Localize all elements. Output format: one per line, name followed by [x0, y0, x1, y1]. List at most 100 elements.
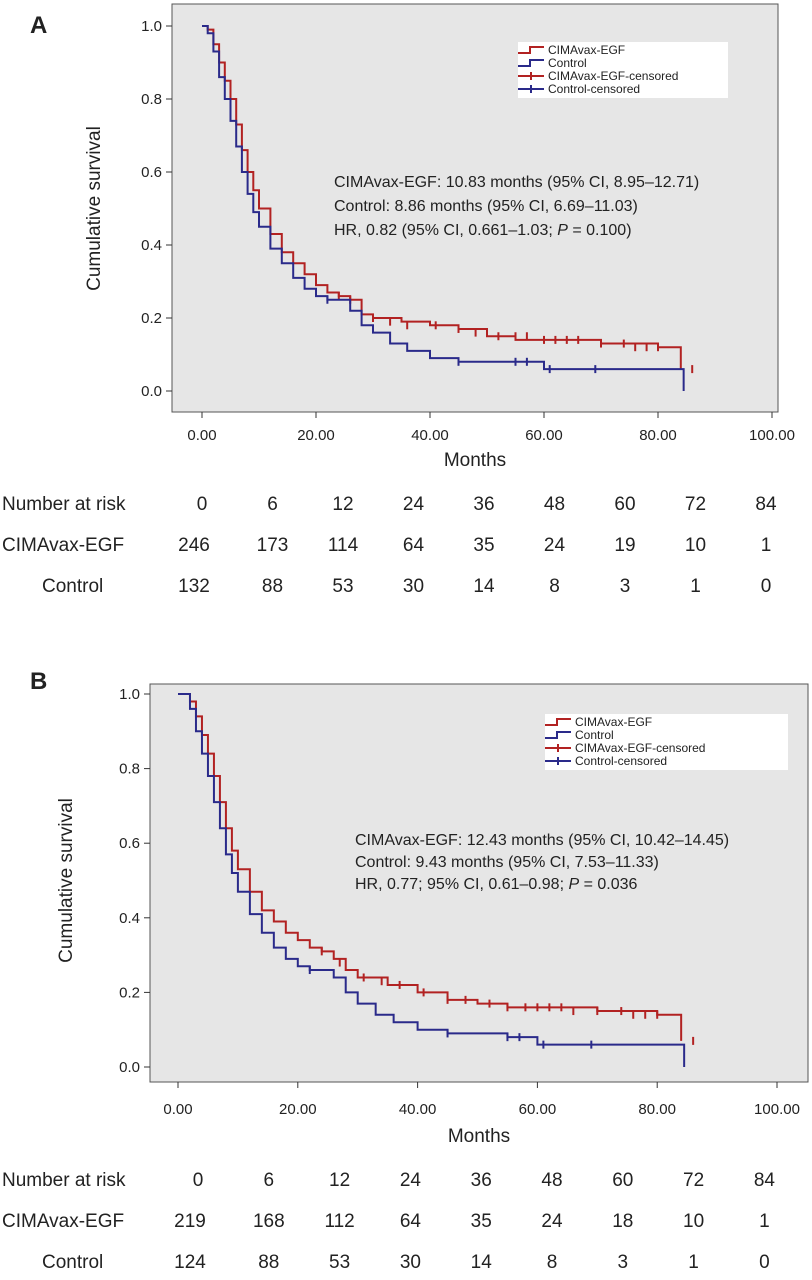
x-tick-label: 20.00	[297, 427, 335, 444]
y-tick-label: 0.6	[141, 164, 162, 181]
risk-value: 88	[262, 576, 283, 597]
risk-value: 14	[471, 1252, 493, 1273]
series-line-control	[202, 25, 685, 391]
x-axis-label: Months	[448, 1126, 510, 1147]
risk-time: 72	[683, 1170, 704, 1191]
y-tick-label: 0.8	[141, 91, 162, 108]
x-tick-label: 40.00	[399, 1101, 437, 1118]
risk-value: 10	[683, 1211, 704, 1232]
legend-entry: CIMAvax-EGF-censored	[575, 741, 705, 755]
risk-time: 48	[544, 494, 565, 515]
stats-annotation: Control: 9.43 months (95% CI, 7.53–11.33…	[355, 854, 659, 871]
legend-entry: Control-censored	[575, 754, 667, 768]
risk-value: 88	[258, 1252, 279, 1273]
risk-time: 12	[332, 494, 353, 515]
x-axis-label: Months	[444, 450, 506, 471]
y-tick-label: 0.8	[119, 761, 140, 778]
risk-value: 35	[471, 1211, 492, 1232]
x-tick-label: 60.00	[519, 1101, 557, 1118]
x-tick-label: 80.00	[639, 427, 677, 444]
x-tick-label: 100.00	[749, 427, 795, 444]
risk-row-label: CIMAvax-EGF	[2, 535, 124, 556]
legend-line-swatch	[545, 731, 571, 739]
y-axis-label: Cumulative survival	[56, 798, 77, 963]
stats-annotation: Control: 8.86 months (95% CI, 6.69–11.03…	[334, 198, 638, 215]
stats-annotation: CIMAvax-EGF: 12.43 months (95% CI, 10.42…	[355, 832, 729, 849]
legend-entry: CIMAvax-EGF	[548, 43, 625, 57]
risk-time: 60	[614, 494, 635, 515]
risk-value: 219	[174, 1211, 206, 1232]
risk-value: 24	[544, 535, 566, 556]
risk-table-header: Number at risk	[2, 494, 126, 515]
risk-time: 6	[264, 1170, 275, 1191]
risk-time: 84	[754, 1170, 776, 1191]
y-tick-label: 1.0	[119, 686, 140, 703]
risk-time: 24	[400, 1170, 422, 1191]
legend-entry: Control-censored	[548, 82, 640, 96]
risk-time: 36	[471, 1170, 492, 1191]
risk-value: 53	[329, 1252, 350, 1273]
km-chart-a: 0.0 0.2 0.4 0.6 0.8 1.0 0.00 20.00 40.00 60.00 80.…	[2, 3, 795, 597]
risk-value: 10	[685, 535, 706, 556]
risk-value: 19	[614, 535, 635, 556]
x-tick-label: 0.00	[163, 1101, 192, 1118]
risk-value: 30	[400, 1252, 421, 1273]
risk-value: 14	[473, 576, 495, 597]
legend-entry: Control	[548, 56, 587, 70]
risk-row-label: Control	[42, 1252, 103, 1273]
y-tick-label: 0.2	[119, 984, 140, 1001]
legend-entry: CIMAvax-EGF	[575, 715, 652, 729]
panel-letter-a: A	[30, 12, 48, 39]
risk-value: 168	[253, 1211, 285, 1232]
risk-value: 246	[178, 535, 210, 556]
figure-panel-a: A 0.0 0.2 0.4 0.6 0.8 1.0 0.00 20.00 40.00 60.00 8…	[2, 3, 795, 597]
legend-line-swatch	[545, 718, 571, 726]
risk-value: 3	[618, 1252, 629, 1273]
y-tick-label: 0.6	[119, 835, 140, 852]
x-tick-label: 0.00	[187, 427, 216, 444]
y-axis-label: Cumulative survival	[84, 126, 105, 291]
x-tick-label: 100.00	[754, 1101, 800, 1118]
risk-value: 53	[332, 576, 353, 597]
risk-value: 64	[403, 535, 425, 556]
risk-time: 24	[403, 494, 425, 515]
x-tick-label: 80.00	[638, 1101, 676, 1118]
y-tick-label: 0.0	[119, 1059, 140, 1076]
risk-time: 36	[473, 494, 494, 515]
risk-value: 8	[547, 1252, 558, 1273]
risk-row-label: Control	[42, 576, 103, 597]
risk-value: 35	[473, 535, 494, 556]
risk-value: 124	[174, 1252, 206, 1273]
x-tick-label: 40.00	[411, 427, 449, 444]
risk-value: 8	[549, 576, 560, 597]
risk-value: 0	[761, 576, 772, 597]
risk-value: 1	[761, 535, 772, 556]
risk-value: 112	[324, 1211, 354, 1232]
y-tick-label: 0.4	[119, 910, 140, 927]
x-tick-label: 60.00	[525, 427, 563, 444]
risk-value: 1	[759, 1211, 770, 1232]
legend-entry: Control	[575, 728, 614, 742]
risk-row-label: CIMAvax-EGF	[2, 1211, 124, 1232]
stats-annotation: CIMAvax-EGF: 10.83 months (95% CI, 8.95–…	[334, 174, 699, 191]
y-tick-label: 0.2	[141, 310, 162, 327]
risk-time: 48	[541, 1170, 562, 1191]
risk-time: 72	[685, 494, 706, 515]
km-chart-b: 0.0 0.2 0.4 0.6 0.8 1.0 0.00 20.00 40.00 60.00 80.…	[2, 683, 809, 1273]
risk-time: 84	[755, 494, 777, 515]
legend-line-swatch	[518, 46, 544, 54]
risk-time: 0	[193, 1170, 204, 1191]
legend-box	[545, 714, 788, 770]
risk-time: 6	[267, 494, 278, 515]
risk-value: 132	[178, 576, 210, 597]
legend-line-swatch	[518, 59, 544, 67]
y-tick-label: 0.0	[141, 383, 162, 400]
risk-value: 173	[257, 535, 289, 556]
legend-entry: CIMAvax-EGF-censored	[548, 69, 678, 83]
y-tick-label: 1.0	[141, 18, 162, 35]
risk-time: 12	[329, 1170, 350, 1191]
risk-value: 3	[620, 576, 631, 597]
risk-value: 0	[759, 1252, 770, 1273]
risk-time: 60	[612, 1170, 633, 1191]
risk-value: 114	[328, 535, 359, 556]
